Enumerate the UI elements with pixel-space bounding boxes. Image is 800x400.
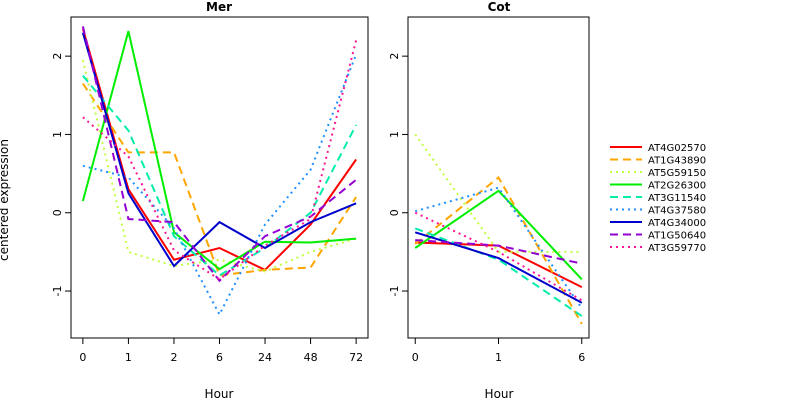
x-tick-label: 6 [216,351,223,364]
series-line [82,75,357,277]
series-line [81,32,357,268]
series-line [414,227,583,317]
series-line [415,239,583,265]
legend-label: AT3G11540 [648,193,706,204]
legend-label: AT4G37580 [648,206,706,217]
series-line [414,175,583,325]
legend-label: AT2G26300 [648,181,706,192]
x-tick-label: 1 [125,351,132,364]
series-line [81,30,357,271]
series-line [82,82,357,277]
x-tick-label: 1 [495,351,502,364]
legend-label: AT5G59150 [648,168,706,179]
legend-label: AT4G02570 [648,143,706,154]
y-tick-label: 0 [51,209,64,216]
panel-title: Cot [488,0,511,14]
y-tick-label: 1 [388,131,401,138]
panel-title: Mer [206,0,232,14]
x-axis-label: Hour [205,387,234,400]
x-axis-label: Hour [485,387,514,400]
legend-label: AT1G50640 [648,231,706,242]
legend-label: AT1G43890 [648,156,706,167]
y-tick-label: 2 [388,53,401,60]
y-axis-label: centered expression [0,139,11,261]
series-line [414,189,583,280]
legend-label: AT4G34000 [648,218,706,229]
series-line [82,40,358,281]
panel-cot: Cot Hour -1 0 1 2 0 1 6 [388,0,590,400]
series-line [414,231,583,304]
series-line [414,133,582,253]
y-tick-label: 1 [51,131,64,138]
legend-label: AT3G59770 [648,243,706,254]
x-tick-label: 24 [258,351,272,364]
series-line [81,59,357,273]
x-tick-label: 0 [412,351,419,364]
x-tick-label: 72 [349,351,363,364]
series-line [414,211,583,302]
series-line [82,54,358,317]
y-tick-label: -1 [388,286,401,297]
x-tick-label: 6 [578,351,585,364]
y-tick-label: -1 [51,286,64,297]
legend: AT4G02570AT1G43890AT5G59150AT2G26300AT3G… [610,143,706,254]
plot-frame [70,16,369,339]
y-tick-label: 0 [388,209,401,216]
panel-mer: Mer Hour -1 0 1 2 0 1 2 6 24 48 72 [51,0,369,400]
x-tick-label: 48 [304,351,318,364]
series-line [81,28,357,272]
y-tick-label: 2 [51,53,64,60]
x-tick-label: 0 [79,351,86,364]
x-tick-label: 2 [170,351,177,364]
